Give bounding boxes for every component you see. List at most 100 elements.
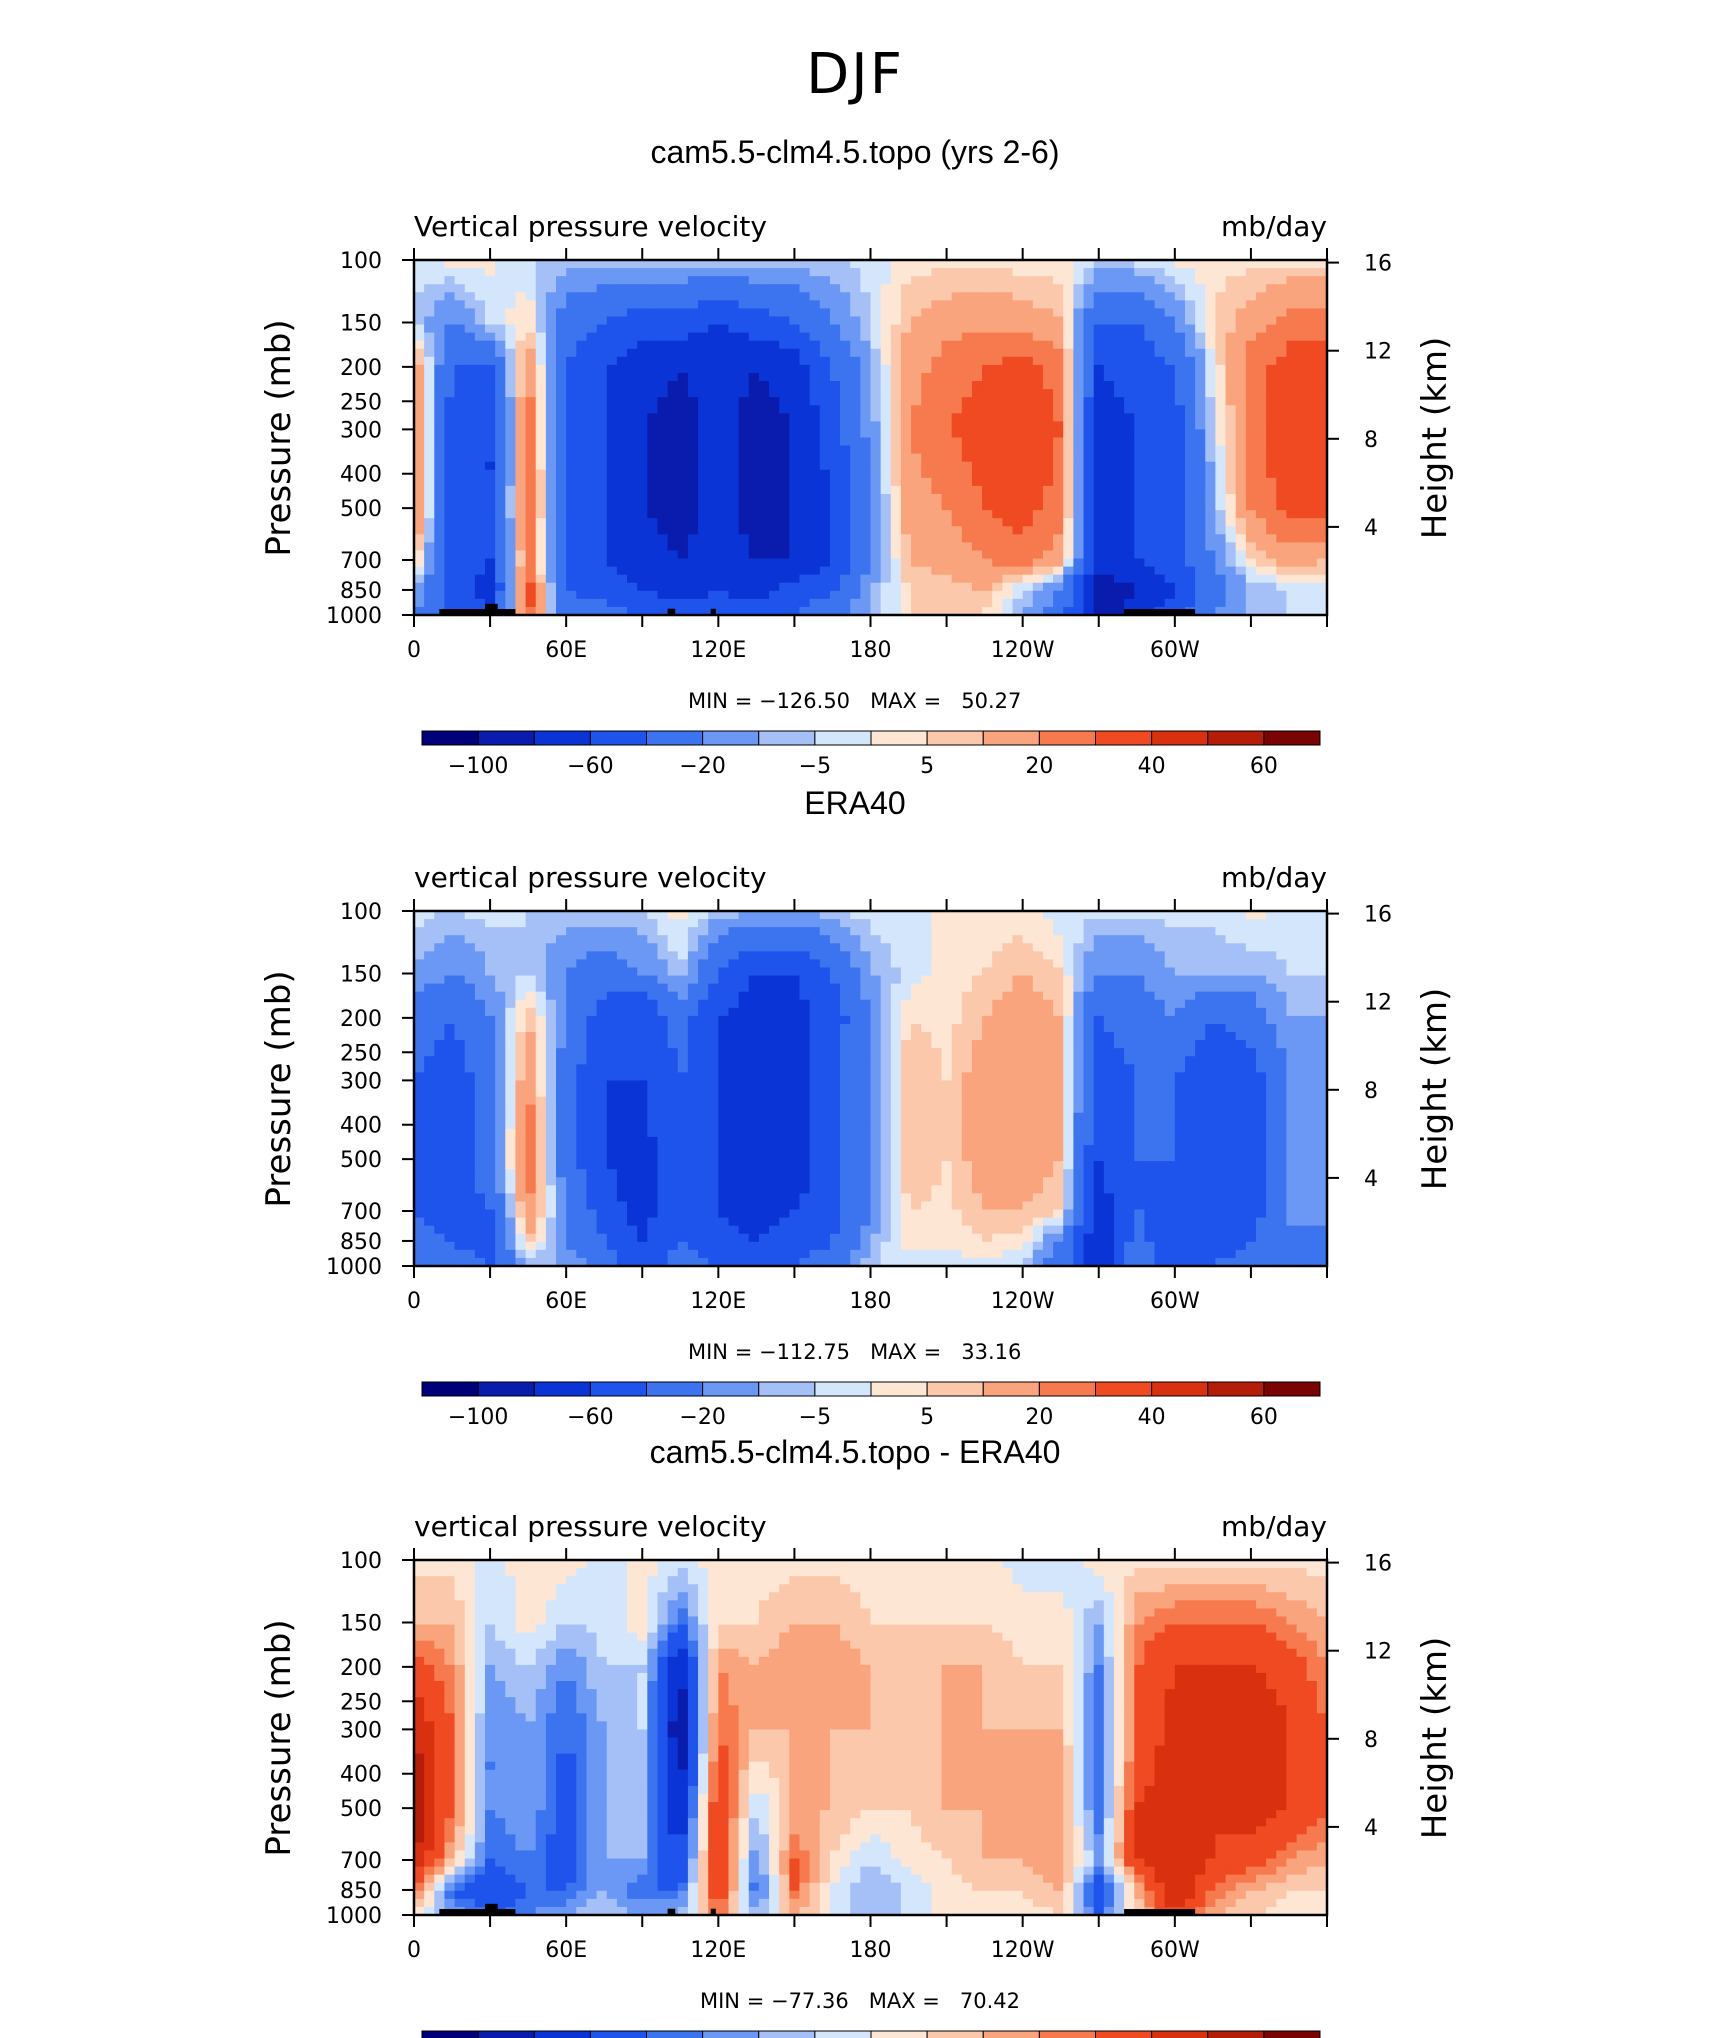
heatmap-cell — [1103, 389, 1115, 398]
heatmap-cell — [515, 405, 527, 414]
heatmap-cell — [748, 919, 760, 928]
heatmap-cell — [850, 975, 861, 985]
heatmap-cell — [616, 526, 628, 535]
heatmap-cell — [992, 951, 1003, 961]
heatmap-cell — [971, 356, 983, 366]
heatmap-cell — [698, 364, 709, 374]
heatmap-cell — [1032, 550, 1044, 560]
heatmap-cell — [1225, 542, 1237, 552]
heatmap-cell — [505, 558, 517, 568]
heatmap-cell — [627, 348, 638, 358]
heatmap-cell — [789, 606, 801, 616]
heatmap-cell — [971, 566, 983, 576]
heatmap-cell — [1032, 372, 1044, 382]
heatmap-cell — [1144, 526, 1156, 535]
heatmap-cell — [505, 574, 517, 584]
heatmap-cell — [1113, 364, 1125, 374]
heatmap-cell — [667, 919, 679, 928]
heatmap-cell — [687, 967, 699, 977]
heatmap-cell — [931, 566, 943, 576]
heatmap-cell — [911, 534, 922, 543]
heatmap-cell — [1215, 300, 1227, 310]
heatmap-cell — [505, 927, 517, 936]
heatmap-cell — [900, 574, 912, 584]
heatmap-cell — [627, 397, 638, 406]
heatmap-cell — [657, 919, 669, 928]
heatmap-cell — [1073, 381, 1085, 390]
heatmap-cell — [1063, 389, 1074, 398]
heatmap-cell — [819, 292, 831, 301]
heatmap-cell — [495, 461, 506, 471]
heatmap-cell — [576, 308, 588, 318]
heatmap-cell — [1195, 550, 1206, 560]
heatmap-cell — [474, 911, 486, 920]
heatmap-cell — [880, 566, 892, 576]
heatmap-cell — [809, 983, 821, 993]
heatmap-cell — [424, 935, 435, 944]
heatmap-cell — [1134, 381, 1145, 390]
heatmap-cell — [748, 461, 760, 471]
heatmap-cell — [515, 445, 527, 455]
heatmap-cell — [1073, 397, 1085, 406]
heatmap-cell — [1012, 332, 1024, 342]
heatmap-cell — [941, 975, 953, 985]
heatmap-cell — [890, 959, 902, 969]
heatmap-cell — [616, 292, 628, 301]
heatmap-cell — [1286, 260, 1298, 269]
heatmap-cell — [454, 911, 466, 920]
heatmap-cell — [799, 493, 811, 503]
heatmap-cell — [474, 437, 486, 447]
heatmap-cell — [1022, 292, 1034, 301]
heatmap-cell — [779, 268, 790, 277]
heatmap-cell — [1205, 381, 1217, 390]
heatmap-cell — [687, 983, 699, 993]
pressure-tick-label: 500 — [340, 497, 382, 522]
heatmap-cell — [566, 276, 577, 285]
heatmap-cell — [870, 364, 882, 374]
heatmap-cell — [971, 951, 983, 961]
heatmap-cell — [911, 911, 922, 920]
heatmap-cell — [860, 421, 872, 431]
heatmap-cell — [474, 356, 486, 366]
heatmap-cell — [698, 518, 709, 527]
heatmap-cell — [850, 308, 861, 318]
heatmap-cell — [454, 502, 466, 511]
heatmap-cell — [414, 340, 425, 350]
heatmap-cell — [758, 268, 770, 277]
heatmap-cell — [1225, 534, 1237, 543]
heatmap-cell — [1103, 493, 1115, 503]
heatmap-cell — [606, 590, 618, 600]
heatmap-cell — [758, 316, 770, 326]
heatmap-cell — [414, 397, 425, 406]
heatmap-cell — [1255, 558, 1267, 568]
heatmap-cell — [637, 935, 648, 944]
heatmap-cell — [1316, 405, 1328, 414]
heatmap-cell — [434, 397, 446, 406]
heatmap-cell — [545, 959, 557, 969]
heatmap-cell — [1245, 260, 1257, 269]
heatmap-cell — [454, 397, 466, 406]
heatmap-cell — [1164, 356, 1176, 366]
heatmap-cell — [1103, 975, 1115, 985]
heatmap-cell — [434, 389, 446, 398]
heatmap-cell — [992, 268, 1003, 277]
heatmap-cell — [900, 453, 912, 463]
heatmap-cell — [647, 284, 659, 293]
heatmap-cell — [890, 437, 902, 447]
heatmap-cell — [769, 485, 780, 495]
heatmap-cell — [616, 582, 628, 592]
heatmap-cell — [850, 959, 861, 969]
heatmap-cell — [556, 381, 567, 390]
heatmap-cell — [586, 292, 598, 301]
heatmap-cell — [931, 983, 943, 993]
heatmap-cell — [637, 911, 648, 920]
heatmap-cell — [454, 284, 466, 293]
heatmap-cell — [941, 268, 953, 277]
heatmap-cell — [596, 582, 608, 592]
heatmap-cell — [1184, 919, 1196, 928]
heatmap-cell — [505, 372, 517, 382]
heatmap-cell — [1073, 316, 1085, 326]
heatmap-cell — [1296, 485, 1308, 495]
heatmap-cell — [1195, 477, 1206, 487]
heatmap-cell — [687, 927, 699, 936]
